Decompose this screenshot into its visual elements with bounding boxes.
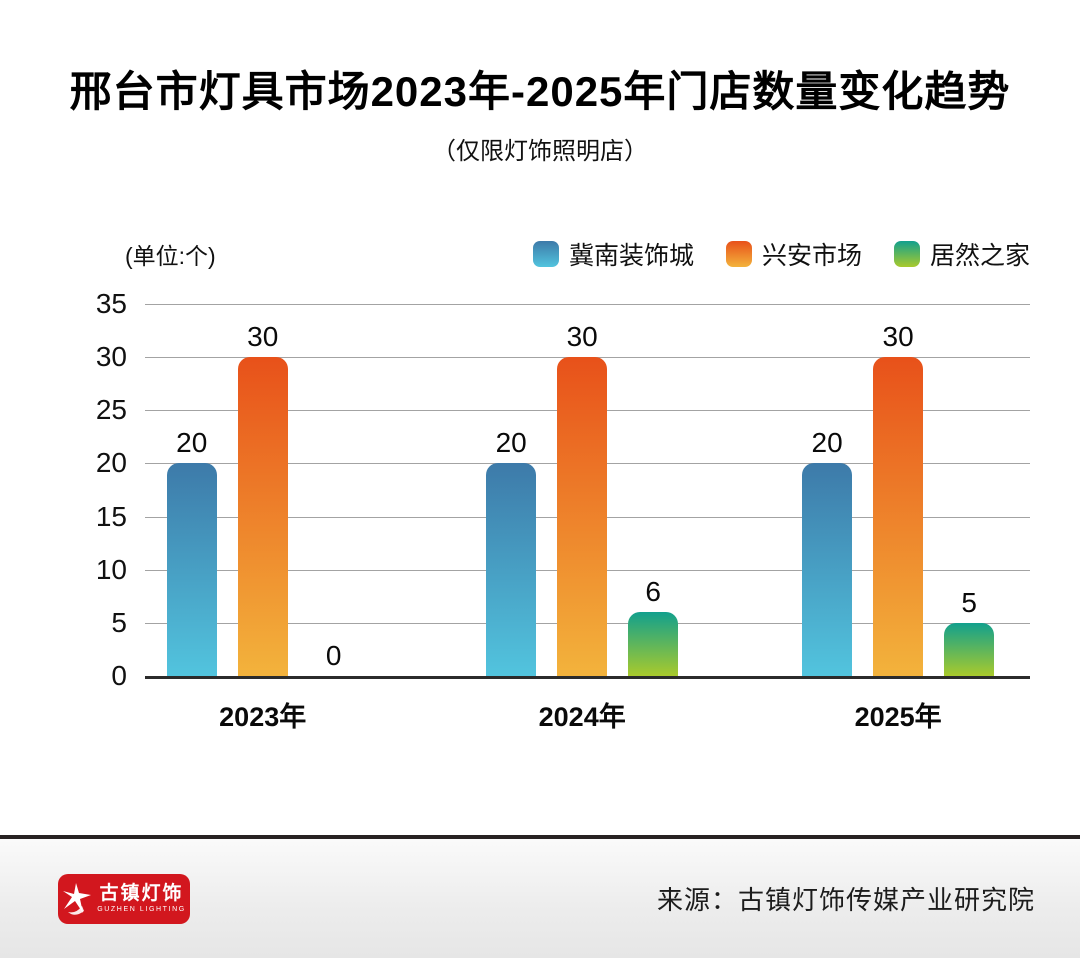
legend-label: 冀南装饰城 — [568, 242, 694, 270]
bar-group-2023年: 20 30 0 — [166, 304, 359, 676]
legend-swatch-icon — [532, 241, 559, 267]
bar-兴安市场 — [557, 357, 608, 676]
plot-area: 35 30 25 20 15 10 5 0 20 30 0 20 30 6 20 30 5 — [96, 288, 1030, 691]
logo-text: 古镇灯饰 — [99, 883, 184, 904]
x-tick-label: 2023年 — [219, 702, 307, 732]
bar-cell: 30 — [237, 304, 288, 676]
legend-item-冀南装饰城: 冀南装饰城 — [532, 236, 694, 272]
bar-value-label: 20 — [495, 427, 527, 459]
x-axis: 2023年 2024年 2025年 — [145, 679, 1030, 732]
bar-value-label: 6 — [645, 576, 661, 608]
bar-cell: 6 — [628, 304, 679, 676]
bar-cell: 30 — [873, 304, 924, 676]
legend-swatch-icon — [725, 241, 752, 267]
bar-group-2025年: 20 30 5 — [802, 304, 995, 676]
y-tick-label: 35 — [95, 288, 127, 319]
footer: 古镇灯饰 GUZHEN LIGHTING 来源：古镇灯饰传媒产业研究院 — [0, 835, 1080, 958]
page-title: 邢台市灯具市场2023年-2025年门店数量变化趋势 — [69, 68, 1011, 115]
bar-cell: 20 — [802, 304, 853, 676]
bar-冀南装饰城 — [802, 463, 853, 676]
source-text: 来源：古镇灯饰传媒产业研究院 — [656, 885, 1035, 915]
y-tick-label: 30 — [95, 341, 127, 373]
unit-label: (单位:个) — [125, 243, 216, 269]
chart-header: (单位:个) 冀南装饰城 兴安市场 居然之家 — [125, 238, 1030, 270]
bar-冀南装饰城 — [166, 463, 217, 676]
logo-subtext: GUZHEN LIGHTING — [97, 906, 186, 913]
logo-text-block: 古镇灯饰 GUZHEN LIGHTING — [97, 884, 186, 913]
gridline — [145, 304, 1030, 305]
bar-cell: 0 — [309, 304, 359, 676]
bar-冀南装饰城 — [486, 463, 537, 676]
legend-label: 居然之家 — [929, 242, 1030, 270]
bar-cell: 30 — [557, 304, 608, 676]
bar-value-label: 0 — [325, 640, 342, 671]
legend-item-兴安市场: 兴安市场 — [725, 236, 862, 272]
legend: 冀南装饰城 兴安市场 居然之家 — [532, 236, 1030, 272]
y-tick-label: 0 — [111, 660, 127, 691]
bar-居然之家 — [628, 612, 679, 676]
y-tick-label: 20 — [95, 447, 127, 479]
bar-value-label: 20 — [811, 427, 843, 459]
y-tick-label: 10 — [95, 553, 127, 585]
bar-居然之家 — [944, 622, 995, 676]
infographic-page: { "title": "邢台市灯具市场2023年-2025年门店数量变化趋势",… — [0, 58, 1080, 958]
bar-cell: 5 — [944, 304, 995, 676]
bar-value-label: 30 — [882, 321, 914, 353]
brand-logo: 古镇灯饰 GUZHEN LIGHTING — [58, 873, 190, 924]
page-subtitle: （仅限灯饰照明店） — [432, 138, 648, 165]
bar-cell: 20 — [166, 304, 217, 676]
legend-item-居然之家: 居然之家 — [893, 236, 1030, 272]
y-tick-label: 5 — [111, 606, 127, 638]
bar-value-label: 30 — [247, 321, 279, 353]
y-tick-label: 25 — [95, 394, 127, 426]
bar-cell: 20 — [486, 304, 537, 676]
bar-value-label: 5 — [961, 586, 977, 618]
bar-value-label: 30 — [566, 321, 598, 353]
bar-value-label: 20 — [176, 427, 208, 459]
bar-group-2024年: 20 30 6 — [486, 304, 679, 676]
bar-兴安市场 — [237, 357, 288, 676]
legend-swatch-icon — [893, 241, 920, 267]
x-tick-label: 2024年 — [538, 702, 626, 732]
star-icon — [63, 882, 92, 915]
y-tick-label: 15 — [95, 500, 127, 532]
legend-label: 兴安市场 — [761, 242, 862, 270]
x-tick-label: 2025年 — [854, 702, 942, 732]
bar-兴安市场 — [873, 357, 924, 676]
